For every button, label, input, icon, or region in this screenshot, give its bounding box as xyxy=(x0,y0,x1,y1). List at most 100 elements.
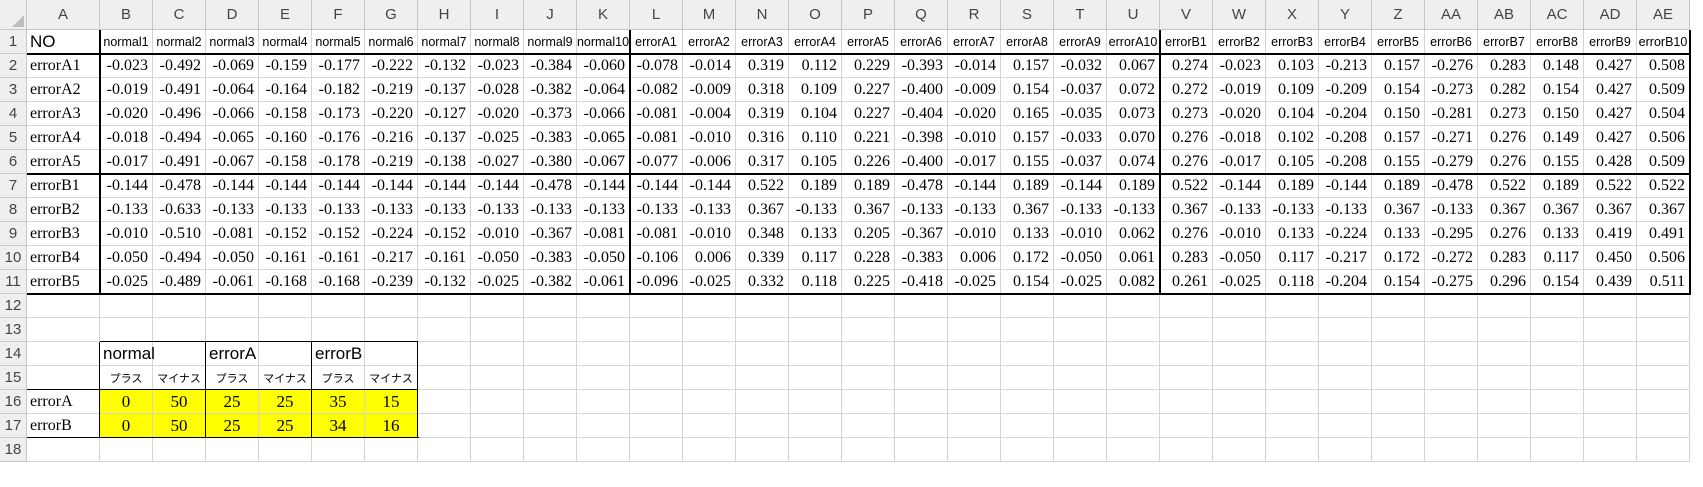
data-cell[interactable]: -0.398 xyxy=(895,126,948,150)
data-cell[interactable]: -0.132 xyxy=(418,54,471,78)
column-title-errorB2[interactable]: errorB2 xyxy=(1213,30,1266,54)
grid-cell[interactable] xyxy=(577,318,630,342)
data-cell[interactable]: 0.117 xyxy=(1266,246,1319,270)
data-cell[interactable]: -0.208 xyxy=(1319,150,1372,174)
grid-cell[interactable] xyxy=(630,342,683,366)
grid-cell[interactable] xyxy=(312,294,365,318)
grid-cell[interactable] xyxy=(1266,318,1319,342)
data-cell[interactable]: 0.154 xyxy=(1531,78,1584,102)
summary-sub-plus[interactable]: プラス xyxy=(206,366,259,390)
row-header-14[interactable]: 14 xyxy=(0,342,27,366)
column-header-AA[interactable]: AA xyxy=(1425,0,1478,30)
grid-cell[interactable] xyxy=(1425,438,1478,462)
data-cell[interactable]: 0.367 xyxy=(842,198,895,222)
summary-value-cell[interactable]: 25 xyxy=(206,414,259,438)
grid-cell[interactable] xyxy=(1425,366,1478,390)
data-cell[interactable]: -0.050 xyxy=(206,246,259,270)
grid-cell[interactable] xyxy=(1054,318,1107,342)
data-cell[interactable]: 0.367 xyxy=(1160,198,1213,222)
grid-cell[interactable] xyxy=(895,318,948,342)
data-cell[interactable]: -0.271 xyxy=(1425,126,1478,150)
grid-cell[interactable] xyxy=(1584,414,1637,438)
grid-cell[interactable] xyxy=(27,318,100,342)
data-cell[interactable]: -0.133 xyxy=(1319,198,1372,222)
grid-cell[interactable] xyxy=(1531,342,1584,366)
data-cell[interactable]: -0.133 xyxy=(206,198,259,222)
data-cell[interactable]: -0.239 xyxy=(365,270,418,294)
grid-cell[interactable] xyxy=(1266,342,1319,366)
grid-cell[interactable] xyxy=(418,414,471,438)
grid-cell[interactable] xyxy=(27,438,100,462)
grid-cell[interactable] xyxy=(206,318,259,342)
select-all-corner[interactable] xyxy=(0,0,27,30)
data-cell[interactable]: -0.138 xyxy=(418,150,471,174)
data-cell[interactable]: -0.158 xyxy=(259,150,312,174)
grid-cell[interactable] xyxy=(365,318,418,342)
grid-cell[interactable] xyxy=(1054,414,1107,438)
data-cell[interactable]: -0.217 xyxy=(1319,246,1372,270)
grid-cell[interactable] xyxy=(577,294,630,318)
data-cell[interactable]: 0.070 xyxy=(1107,126,1160,150)
data-cell[interactable]: 0.072 xyxy=(1107,78,1160,102)
data-cell[interactable]: 0.154 xyxy=(1001,78,1054,102)
data-cell[interactable]: -0.133 xyxy=(312,198,365,222)
data-cell[interactable]: 0.439 xyxy=(1584,270,1637,294)
data-cell[interactable]: 0.062 xyxy=(1107,222,1160,246)
data-cell[interactable]: 0.511 xyxy=(1637,270,1690,294)
data-cell[interactable]: -0.133 xyxy=(1425,198,1478,222)
column-title-errorB8[interactable]: errorB8 xyxy=(1531,30,1584,54)
grid-cell[interactable] xyxy=(1372,414,1425,438)
column-header-AD[interactable]: AD xyxy=(1584,0,1637,30)
column-header-Y[interactable]: Y xyxy=(1319,0,1372,30)
data-cell[interactable]: -0.133 xyxy=(1107,198,1160,222)
row-header-16[interactable]: 16 xyxy=(0,390,27,414)
data-cell[interactable]: -0.006 xyxy=(683,150,736,174)
grid-cell[interactable] xyxy=(948,294,1001,318)
data-cell[interactable]: 0.172 xyxy=(1372,246,1425,270)
grid-cell[interactable] xyxy=(948,342,1001,366)
summary-value-cell[interactable]: 25 xyxy=(206,390,259,414)
summary-group-errorB[interactable]: errorB xyxy=(312,342,418,366)
grid-cell[interactable] xyxy=(1319,414,1372,438)
data-cell[interactable]: 0.276 xyxy=(1478,150,1531,174)
data-cell[interactable]: -0.081 xyxy=(630,222,683,246)
grid-cell[interactable] xyxy=(948,438,1001,462)
grid-cell[interactable] xyxy=(630,366,683,390)
data-cell[interactable]: -0.010 xyxy=(948,222,1001,246)
grid-cell[interactable] xyxy=(418,318,471,342)
grid-cell[interactable] xyxy=(1160,318,1213,342)
summary-value-cell[interactable]: 15 xyxy=(365,390,418,414)
grid-cell[interactable] xyxy=(1319,318,1372,342)
summary-value-cell[interactable]: 50 xyxy=(153,390,206,414)
data-cell[interactable]: 0.522 xyxy=(736,174,789,198)
data-cell[interactable]: -0.400 xyxy=(895,150,948,174)
grid-cell[interactable] xyxy=(259,318,312,342)
data-cell[interactable]: -0.025 xyxy=(1054,270,1107,294)
grid-cell[interactable] xyxy=(630,438,683,462)
data-cell[interactable]: -0.384 xyxy=(524,54,577,78)
summary-value-cell[interactable]: 0 xyxy=(100,390,153,414)
grid-cell[interactable] xyxy=(948,414,1001,438)
grid-cell[interactable] xyxy=(736,366,789,390)
data-cell[interactable]: 0.112 xyxy=(789,54,842,78)
grid-cell[interactable] xyxy=(259,294,312,318)
data-cell[interactable]: -0.152 xyxy=(418,222,471,246)
column-title-errorA1[interactable]: errorA1 xyxy=(630,30,683,54)
summary-row-errorA[interactable]: errorA xyxy=(27,390,100,414)
data-cell[interactable]: -0.380 xyxy=(524,150,577,174)
grid-cell[interactable] xyxy=(895,366,948,390)
column-title-errorB6[interactable]: errorB6 xyxy=(1425,30,1478,54)
data-cell[interactable]: -0.137 xyxy=(418,126,471,150)
data-cell[interactable]: -0.144 xyxy=(683,174,736,198)
data-cell[interactable]: -0.383 xyxy=(524,126,577,150)
data-cell[interactable]: -0.273 xyxy=(1425,78,1478,102)
row-label-errorB5[interactable]: errorB5 xyxy=(27,270,100,294)
row-label-errorB4[interactable]: errorB4 xyxy=(27,246,100,270)
grid-cell[interactable] xyxy=(1372,390,1425,414)
data-cell[interactable]: -0.144 xyxy=(259,174,312,198)
grid-cell[interactable] xyxy=(1266,390,1319,414)
grid-cell[interactable] xyxy=(683,414,736,438)
summary-value-cell[interactable]: 25 xyxy=(259,414,312,438)
data-cell[interactable]: 0.103 xyxy=(1266,54,1319,78)
grid-cell[interactable] xyxy=(948,366,1001,390)
